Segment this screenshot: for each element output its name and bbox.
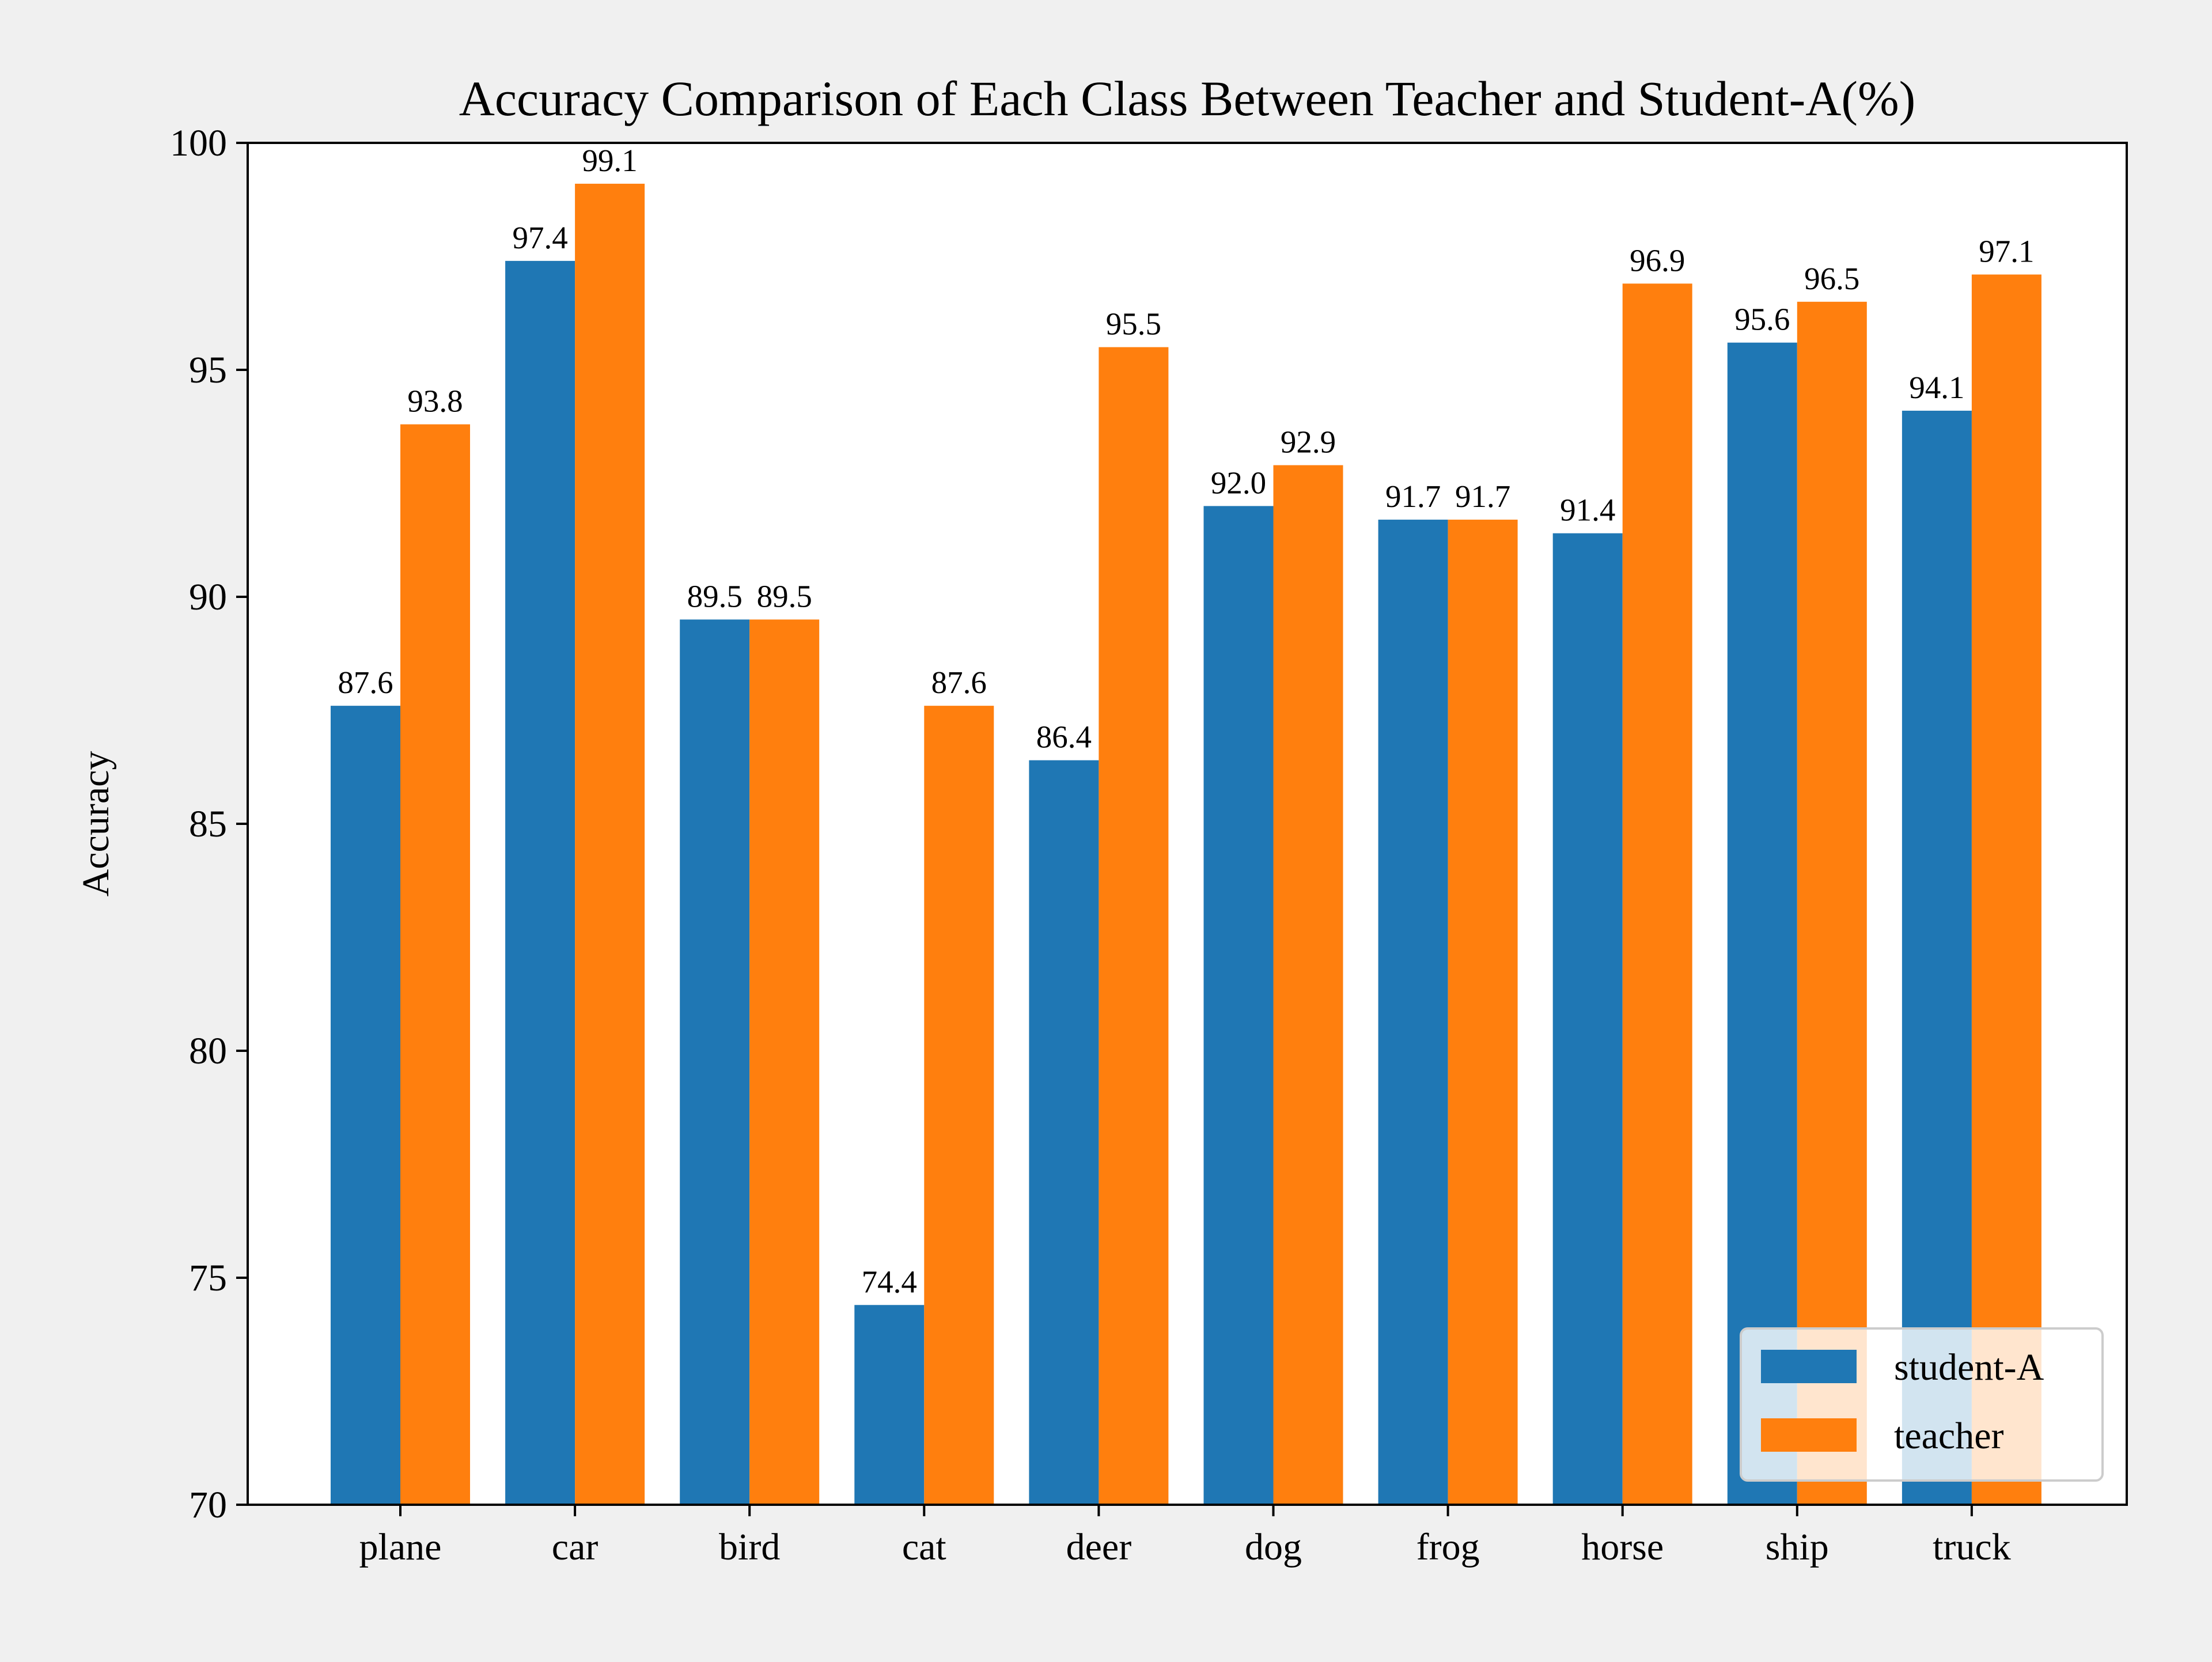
y-tick-label: 100 (170, 122, 227, 164)
x-tick-label-dog: dog (1245, 1526, 1302, 1568)
y-tick-label: 75 (189, 1257, 227, 1299)
x-tick-label-plane: plane (359, 1526, 442, 1568)
bar-student-a-bird (680, 619, 750, 1505)
bar-student-a-plane (331, 706, 400, 1505)
y-tick-label: 95 (189, 349, 227, 391)
y-tick-label: 80 (189, 1030, 227, 1072)
data-label-teacher-dog: 92.9 (1281, 424, 1336, 459)
data-labels: 87.6 97.4 89.5 74.4 86.4 92.0 91.7 91.4 95.6 94.1… (338, 143, 2034, 1299)
y-tick-label: 70 (189, 1484, 227, 1526)
x-tick-label-car: car (552, 1526, 599, 1568)
bar-teacher-deer (1099, 347, 1169, 1505)
y-axis-label: Accuracy (75, 751, 117, 897)
plot-frame (247, 142, 2128, 1506)
bar-series (331, 183, 2041, 1505)
data-label-student-a-bird: 89.5 (687, 578, 743, 614)
data-label-student-a-truck: 94.1 (1909, 370, 1964, 405)
x-tick-label-truck: truck (1933, 1526, 2011, 1568)
data-label-student-a-plane: 87.6 (338, 665, 393, 700)
bar-student-a-car (505, 260, 575, 1505)
data-label-teacher-horse: 96.9 (1630, 243, 1685, 278)
y-tick-label: 85 (189, 803, 227, 845)
data-label-student-a-horse: 91.4 (1560, 493, 1615, 528)
x-tick-label-ship: ship (1766, 1526, 1829, 1568)
x-tick-label-cat: cat (902, 1526, 946, 1568)
data-label-student-a-ship: 95.6 (1734, 302, 1790, 337)
data-label-teacher-deer: 95.5 (1106, 306, 1161, 342)
bar-student-a-frog (1378, 520, 1448, 1505)
bar-teacher-car (575, 183, 645, 1505)
data-label-teacher-ship: 96.5 (1804, 261, 1859, 296)
bar-student-a-cat (854, 1305, 925, 1505)
y-axis-ticks: 70 75 80 85 90 95 100 (170, 122, 248, 1526)
bar-teacher-cat (924, 706, 994, 1505)
data-label-teacher-plane: 93.8 (407, 384, 463, 419)
bar-teacher-dog (1273, 465, 1343, 1505)
data-label-teacher-car: 99.1 (582, 143, 637, 178)
data-label-teacher-bird: 89.5 (757, 578, 812, 614)
y-tick-label: 90 (189, 576, 227, 618)
data-label-teacher-frog: 91.7 (1455, 479, 1510, 514)
bar-student-a-dog (1203, 506, 1274, 1505)
bar-student-a-horse (1552, 533, 1623, 1505)
data-label-teacher-truck: 97.1 (1979, 234, 2034, 269)
legend-label-teacher: teacher (1894, 1415, 2004, 1457)
x-tick-label-frog: frog (1416, 1526, 1480, 1568)
bar-teacher-bird (749, 619, 820, 1505)
data-label-teacher-cat: 87.6 (931, 665, 987, 700)
legend: student-A teacher (1740, 1327, 2104, 1482)
bar-teacher-truck (1971, 274, 2041, 1505)
legend-swatch-teacher (1761, 1418, 1857, 1452)
bar-student-a-deer (1029, 760, 1099, 1505)
legend-swatch-student-a (1761, 1350, 1857, 1383)
bar-student-a-truck (1902, 410, 1972, 1505)
bar-teacher-horse (1622, 283, 1692, 1505)
x-tick-label-horse: horse (1581, 1526, 1664, 1568)
x-tick-label-deer: deer (1066, 1526, 1132, 1568)
bar-teacher-ship (1797, 301, 1867, 1505)
data-label-student-a-cat: 74.4 (862, 1264, 917, 1299)
legend-label-student-a: student-A (1894, 1346, 2044, 1388)
chart-title: Accuracy Comparison of Each Class Betwee… (459, 71, 1916, 126)
bar-teacher-frog (1448, 520, 1518, 1505)
data-label-student-a-frog: 91.7 (1385, 479, 1441, 514)
data-label-student-a-dog: 92.0 (1211, 465, 1266, 500)
data-label-student-a-deer: 86.4 (1036, 720, 1092, 755)
x-axis-ticks: plane car bird cat deer dog frog horse ship truck (359, 1505, 2011, 1568)
x-tick-label-bird: bird (719, 1526, 780, 1568)
bar-student-a-ship (1727, 342, 1797, 1505)
bar-teacher-plane (400, 424, 470, 1505)
data-label-student-a-car: 97.4 (512, 220, 567, 255)
